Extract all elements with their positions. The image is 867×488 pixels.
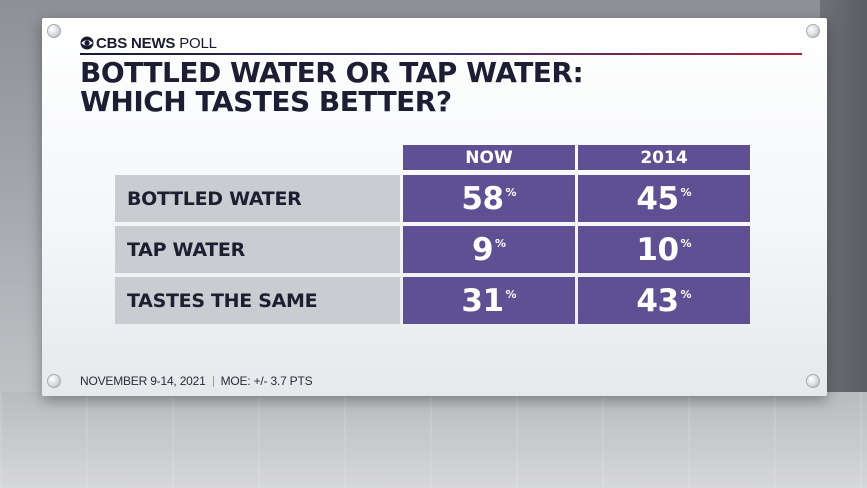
brand-line: CBS NEWS POLL [80, 34, 217, 52]
network-name: CBS NEWS [96, 34, 176, 52]
bolt-icon [47, 24, 61, 38]
percent-sign: % [680, 288, 692, 301]
bolt-icon [47, 374, 61, 388]
margin-of-error: MOE: +/- 3.7 PTS [220, 374, 313, 388]
row-label-bottled-water: BOTTLED WATER [115, 175, 400, 222]
bolt-icon [806, 374, 820, 388]
poll-label: POLL [179, 34, 217, 52]
value-label: 9 [471, 231, 494, 268]
bolt-icon [806, 24, 820, 38]
column-header-2014: 2014 [578, 145, 750, 170]
row-label-tap-water: TAP WATER [115, 226, 400, 273]
cell-same-now: 31% [403, 277, 575, 324]
floor-background [0, 392, 867, 488]
column-header-now: NOW [403, 145, 575, 170]
percent-sign: % [495, 237, 507, 250]
cbs-eye-icon [80, 36, 94, 50]
cell-same-2014: 43% [578, 277, 750, 324]
header-rule [80, 53, 802, 55]
title-line-1: BOTTLED WATER OR TAP WATER: [80, 56, 584, 89]
percent-sign: % [680, 186, 692, 199]
footer: NOVEMBER 9-14, 2021 MOE: +/- 3.7 PTS [80, 374, 313, 388]
cell-tap-2014: 10% [578, 226, 750, 273]
value-label: 43 [636, 282, 679, 319]
percent-sign: % [680, 237, 692, 250]
cell-tap-now: 9% [403, 226, 575, 273]
page-title: BOTTLED WATER OR TAP WATER: WHICH TASTES… [80, 58, 780, 116]
value-label: 58 [461, 180, 504, 217]
value-label: 45 [636, 180, 679, 217]
percent-sign: % [505, 288, 517, 301]
value-label: 31 [461, 282, 504, 319]
value-label: 10 [636, 231, 679, 268]
poll-dates: NOVEMBER 9-14, 2021 [80, 374, 206, 388]
footer-divider [212, 375, 214, 387]
wall-background [820, 0, 867, 392]
row-label-tastes-the-same: TASTES THE SAME [115, 277, 400, 324]
poll-board: CBS NEWS POLL BOTTLED WATER OR TAP WATER… [42, 18, 827, 396]
cell-bottled-2014: 45% [578, 175, 750, 222]
title-line-2: WHICH TASTES BETTER? [80, 85, 452, 118]
cell-bottled-now: 58% [403, 175, 575, 222]
percent-sign: % [505, 186, 517, 199]
